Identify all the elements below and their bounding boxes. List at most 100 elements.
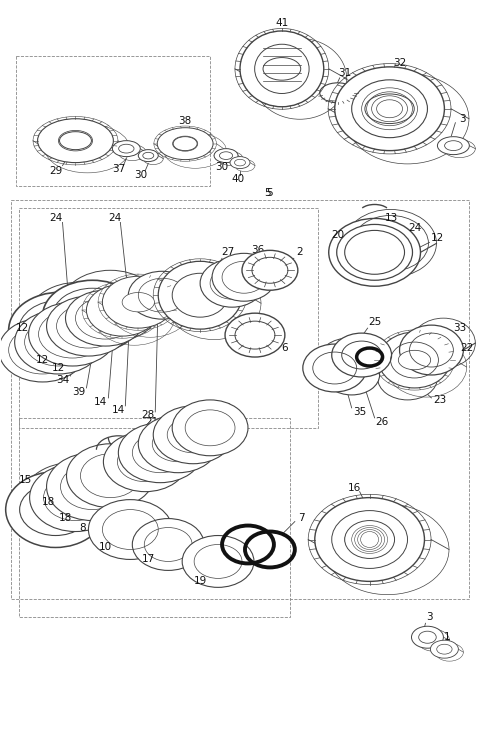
Ellipse shape	[335, 67, 444, 151]
Text: 40: 40	[231, 173, 245, 184]
Ellipse shape	[437, 644, 452, 654]
Ellipse shape	[225, 313, 285, 357]
Ellipse shape	[9, 292, 112, 368]
Text: 41: 41	[275, 18, 288, 28]
Ellipse shape	[172, 273, 228, 317]
Text: 36: 36	[265, 255, 278, 266]
Text: 30: 30	[134, 170, 147, 179]
Ellipse shape	[0, 318, 86, 382]
Text: 1: 1	[444, 632, 451, 642]
Text: 18: 18	[42, 497, 55, 506]
Bar	[11, 201, 469, 599]
Ellipse shape	[47, 452, 138, 520]
Ellipse shape	[324, 355, 380, 395]
Ellipse shape	[173, 136, 198, 151]
Ellipse shape	[102, 276, 174, 328]
Bar	[19, 418, 290, 617]
Text: 3: 3	[426, 613, 433, 622]
Ellipse shape	[315, 497, 424, 582]
Text: 27: 27	[221, 247, 235, 258]
Ellipse shape	[182, 536, 254, 587]
Ellipse shape	[65, 290, 145, 346]
Ellipse shape	[329, 218, 420, 286]
Text: 30: 30	[216, 162, 228, 172]
Ellipse shape	[138, 415, 218, 473]
Text: 32: 32	[393, 58, 406, 68]
Ellipse shape	[157, 128, 213, 159]
Ellipse shape	[132, 519, 204, 570]
Text: 4: 4	[185, 413, 192, 423]
Ellipse shape	[230, 156, 250, 168]
Text: 17: 17	[142, 554, 155, 565]
Text: 24: 24	[408, 224, 421, 233]
Ellipse shape	[365, 94, 414, 123]
Text: 35: 35	[353, 407, 366, 417]
Ellipse shape	[345, 525, 394, 554]
Text: 7: 7	[299, 513, 305, 523]
Text: 14: 14	[94, 397, 107, 407]
Ellipse shape	[345, 520, 395, 559]
Ellipse shape	[29, 302, 116, 366]
Text: 18: 18	[59, 513, 72, 523]
Text: 22: 22	[461, 343, 474, 353]
Ellipse shape	[431, 640, 458, 658]
Text: 12: 12	[16, 323, 29, 333]
Ellipse shape	[332, 333, 392, 377]
Text: 16: 16	[348, 483, 361, 493]
Ellipse shape	[106, 300, 139, 320]
Text: 12: 12	[52, 363, 65, 373]
Ellipse shape	[240, 31, 324, 107]
Text: 13: 13	[385, 213, 398, 224]
Bar	[16, 56, 210, 185]
Ellipse shape	[242, 250, 298, 290]
Text: 33: 33	[453, 323, 466, 333]
Ellipse shape	[437, 137, 469, 155]
Text: 2: 2	[297, 247, 303, 258]
Ellipse shape	[119, 423, 202, 483]
Ellipse shape	[128, 272, 196, 319]
Text: 19: 19	[193, 576, 207, 587]
Text: 5: 5	[266, 187, 273, 198]
Ellipse shape	[411, 627, 444, 648]
Ellipse shape	[378, 356, 437, 400]
Ellipse shape	[172, 400, 248, 456]
Text: 39: 39	[72, 387, 85, 397]
Text: 28: 28	[142, 410, 155, 420]
Text: 20: 20	[331, 230, 344, 241]
Ellipse shape	[119, 144, 134, 153]
Text: 12: 12	[36, 355, 49, 365]
Text: 37: 37	[112, 164, 125, 173]
Text: 34: 34	[56, 375, 69, 385]
Ellipse shape	[112, 141, 140, 156]
Ellipse shape	[103, 432, 187, 492]
Ellipse shape	[379, 332, 450, 388]
Ellipse shape	[88, 500, 172, 559]
Ellipse shape	[122, 292, 155, 312]
Text: 29: 29	[49, 165, 62, 176]
Ellipse shape	[398, 351, 431, 370]
Text: 25: 25	[368, 317, 381, 327]
Ellipse shape	[219, 152, 233, 159]
Ellipse shape	[153, 406, 233, 463]
Ellipse shape	[59, 131, 93, 151]
Ellipse shape	[30, 463, 121, 531]
Text: 3: 3	[459, 114, 466, 124]
Ellipse shape	[158, 261, 242, 329]
Ellipse shape	[444, 141, 462, 151]
Ellipse shape	[214, 148, 238, 162]
Text: 5: 5	[264, 187, 271, 198]
Text: 38: 38	[179, 116, 192, 125]
Ellipse shape	[345, 230, 405, 275]
Text: 12: 12	[431, 233, 444, 244]
Bar	[19, 208, 318, 428]
Text: 6: 6	[282, 343, 288, 353]
Ellipse shape	[399, 325, 463, 375]
Ellipse shape	[15, 310, 102, 374]
Ellipse shape	[303, 344, 367, 392]
Ellipse shape	[6, 472, 106, 548]
Ellipse shape	[143, 152, 154, 159]
Text: 36: 36	[252, 245, 264, 255]
Ellipse shape	[43, 280, 142, 352]
Ellipse shape	[419, 631, 436, 644]
Ellipse shape	[235, 159, 245, 166]
